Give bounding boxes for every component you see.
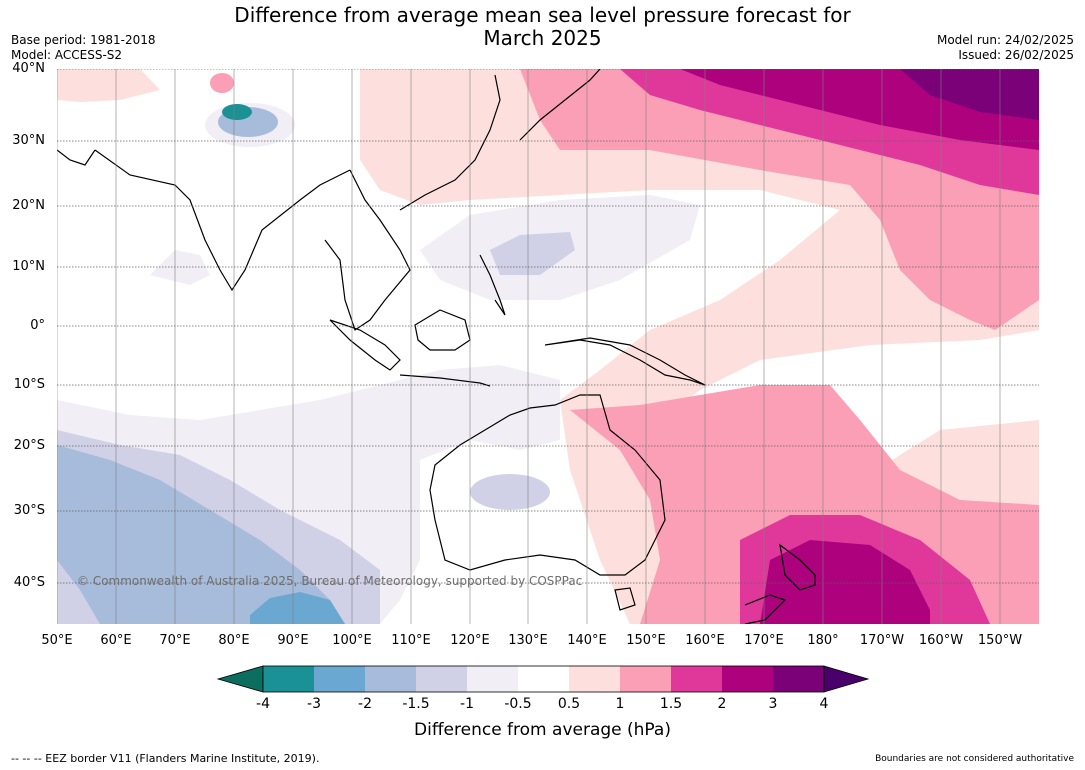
coast-nz-south — [744, 594, 787, 624]
lon-label: 70°E — [159, 633, 191, 648]
lat-label: 20°S — [13, 438, 45, 453]
lon-label: 50°E — [41, 633, 73, 648]
coast-japan — [519, 69, 601, 141]
coast-australia — [429, 394, 666, 576]
anomaly-positive-northwest — [57, 69, 160, 102]
coast-india — [94, 149, 351, 292]
lon-label: 180° — [807, 633, 839, 648]
colorbar-label: 1 — [615, 696, 625, 712]
colorbar-label: -2 — [358, 696, 372, 712]
anomaly-positive-north-3 — [900, 69, 1039, 120]
colorbar-swatch — [314, 666, 365, 692]
coast-china — [399, 74, 501, 211]
coast-new-guinea — [544, 337, 706, 386]
colorbar-label: 1.5 — [659, 696, 683, 712]
colorbar-swatch — [518, 666, 569, 692]
lat-label: 20°N — [12, 198, 45, 213]
base-period-text: Base period: 1981-2018 — [11, 33, 156, 47]
colorbar-swatch — [671, 666, 722, 692]
colorbar-label: 3 — [768, 696, 778, 712]
grid-meridians — [57, 69, 1001, 624]
colorbar-swatch — [416, 666, 467, 692]
anomaly-negative-indian-05 — [150, 250, 210, 285]
lon-label: 170°E — [744, 633, 784, 648]
lon-label: 130°E — [508, 633, 548, 648]
colorbar-label: -0.5 — [504, 696, 532, 712]
colorbar-swatch — [263, 666, 314, 692]
anomaly-negative-sw-15 — [57, 445, 345, 624]
colorbar-swatch — [620, 666, 671, 692]
coast-tasmania — [614, 587, 636, 611]
coast-arabia — [57, 149, 96, 166]
colorbar-label: -3 — [307, 696, 321, 712]
lat-label: 40°S — [13, 575, 45, 590]
map-title-line1: Difference from average mean sea level p… — [234, 3, 851, 27]
colorbar-under-arrow — [216, 665, 264, 693]
lon-label: 100°E — [332, 633, 372, 648]
lon-label: 120°E — [450, 633, 490, 648]
lon-label: 60°E — [100, 633, 132, 648]
copyright-notice: © Commonwealth of Australia 2025, Bureau… — [77, 574, 583, 588]
lon-label: 160°W — [918, 633, 964, 648]
colorbar-swatch — [722, 666, 773, 692]
lon-label: 150°W — [977, 633, 1023, 648]
colorbar-label: -4 — [256, 696, 270, 712]
colorbar-label: 2 — [717, 696, 727, 712]
model-run-text: Model run: 24/02/2025 — [936, 33, 1074, 47]
anomaly-positive-south-2 — [760, 540, 930, 624]
lat-label: 0° — [30, 318, 45, 333]
lon-label: 90°E — [277, 633, 309, 648]
issued-text: Issued: 26/02/2025 — [958, 48, 1074, 62]
colorbar-swatch — [467, 666, 518, 692]
lon-label: 150°E — [626, 633, 666, 648]
eez-border-note: -- -- -- EEZ border V11 (Flanders Marine… — [11, 752, 320, 765]
map-title-line2: March 2025 — [483, 26, 602, 50]
coast-se-asia — [324, 169, 411, 331]
lon-label: 80°E — [218, 633, 250, 648]
anomaly-positive-small — [210, 73, 234, 93]
colorbar-label: -1 — [460, 696, 474, 712]
map-area — [57, 69, 1039, 624]
anomaly-negative-tropics-1 — [490, 232, 575, 275]
coast-philippines — [479, 254, 506, 316]
model-text: Model: ACCESS-S2 — [11, 48, 123, 62]
lat-label: 40°N — [12, 61, 45, 76]
colorbar-frame — [262, 665, 825, 693]
anomaly-negative-tibet-3 — [222, 104, 252, 120]
coastlines — [57, 69, 816, 624]
lon-label: 170°W — [859, 633, 905, 648]
lon-label: 140°E — [567, 633, 607, 648]
meta-left: Base period: 1981-2018 Model: ACCESS-S2 — [11, 33, 156, 63]
colorbar-over-arrow — [823, 665, 870, 693]
colorbar-label: 4 — [819, 696, 829, 712]
boundaries-disclaimer: Boundaries are not considered authoritat… — [875, 754, 1074, 764]
coast-java — [399, 374, 491, 387]
anomaly-negative-sw-2b — [57, 480, 85, 560]
coast-borneo — [414, 309, 471, 351]
lat-label: 30°N — [12, 133, 45, 148]
coast-sumatra — [329, 319, 401, 371]
lon-label: 160°E — [685, 633, 725, 648]
colorbar — [216, 665, 870, 693]
lat-label: 10°S — [13, 377, 45, 392]
lat-label: 30°S — [13, 503, 45, 518]
colorbar-label: 0.5 — [557, 696, 581, 712]
colorbar-swatch — [569, 666, 620, 692]
lon-label: 110°E — [391, 633, 431, 648]
colorbar-swatch — [365, 666, 416, 692]
lat-label: 10°N — [12, 259, 45, 274]
colorbar-title: Difference from average (hPa) — [414, 720, 671, 740]
anomaly-negative-australia — [470, 474, 550, 510]
map-title: Difference from average mean sea level p… — [0, 4, 1085, 50]
colorbar-label: -1.5 — [402, 696, 430, 712]
colorbar-swatch — [773, 666, 824, 692]
anomaly-negative-sw-2 — [250, 592, 345, 624]
coast-nz-north — [779, 543, 816, 591]
meta-right: Model run: 24/02/2025 Issued: 26/02/2025 — [937, 33, 1074, 63]
